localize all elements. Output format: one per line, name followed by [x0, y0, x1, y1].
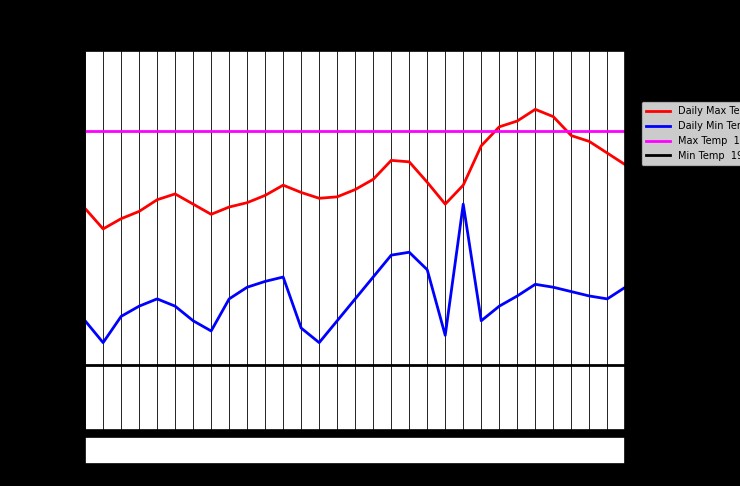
Daily Max Temp: [98, 226, 107, 232]
Daily Min Temp: [135, 303, 144, 309]
Daily Max Temp: [152, 197, 161, 203]
Line: Daily Min Temp: Daily Min Temp: [85, 204, 625, 343]
Daily Max Temp: [243, 200, 252, 206]
Daily Min Temp: [117, 313, 126, 319]
Daily Min Temp: [351, 296, 360, 302]
Daily Min Temp: [189, 318, 198, 324]
Daily Max Temp: [567, 133, 576, 139]
Daily Min Temp: [369, 274, 377, 280]
Daily Min Temp: [279, 274, 288, 280]
Daily Max Temp: [603, 150, 612, 156]
Daily Max Temp: [81, 206, 90, 211]
Daily Min Temp: [260, 278, 269, 284]
Daily Max Temp: [333, 194, 342, 200]
Daily Min Temp: [477, 318, 485, 324]
Daily Max Temp: [279, 182, 288, 188]
Daily Min Temp: [567, 289, 576, 295]
Daily Min Temp: [206, 328, 215, 334]
Daily Max Temp: [314, 195, 323, 201]
Daily Max Temp: [171, 191, 180, 197]
Daily Max Temp: [477, 143, 485, 149]
Daily Min Temp: [98, 340, 107, 346]
Daily Max Temp: [513, 118, 522, 124]
Daily Min Temp: [495, 303, 504, 309]
Daily Min Temp: [333, 318, 342, 324]
Daily Max Temp: [423, 179, 431, 185]
Daily Max Temp: [549, 114, 558, 120]
Daily Max Temp: [206, 211, 215, 217]
Daily Max Temp: [585, 139, 593, 144]
Daily Min Temp: [621, 284, 630, 290]
Daily Max Temp: [621, 162, 630, 168]
Daily Min Temp: [171, 303, 180, 309]
Daily Max Temp: [405, 159, 414, 165]
Max Temp  1960-90: [63, 128, 72, 134]
Daily Max Temp: [459, 182, 468, 188]
Daily Min Temp: [225, 296, 234, 302]
Daily Min Temp: [405, 249, 414, 255]
Daily Min Temp: [387, 252, 396, 258]
Daily Min Temp: [297, 325, 306, 331]
Daily Max Temp: [135, 208, 144, 214]
Daily Min Temp: [423, 267, 431, 273]
Daily Max Temp: [297, 190, 306, 195]
Line: Daily Max Temp: Daily Max Temp: [85, 109, 625, 229]
Daily Max Temp: [189, 201, 198, 207]
Daily Max Temp: [495, 124, 504, 130]
Daily Min Temp: [549, 284, 558, 290]
Daily Max Temp: [225, 204, 234, 210]
Daily Min Temp: [441, 332, 450, 338]
Legend: Daily Max Temp, Daily Min Temp, Max Temp  1960-90, Min Temp  1960-90: Daily Max Temp, Daily Min Temp, Max Temp…: [641, 102, 740, 166]
Daily Max Temp: [351, 187, 360, 192]
Min Temp  1960-90: [63, 362, 72, 367]
Daily Min Temp: [314, 340, 323, 346]
Daily Max Temp: [387, 157, 396, 163]
Daily Min Temp: [603, 296, 612, 302]
Min Temp  1960-90: [81, 362, 90, 367]
Daily Max Temp: [369, 176, 377, 182]
Daily Min Temp: [81, 318, 90, 324]
Daily Max Temp: [117, 216, 126, 222]
Daily Max Temp: [260, 192, 269, 198]
Daily Min Temp: [585, 293, 593, 299]
Daily Min Temp: [459, 201, 468, 207]
Max Temp  1960-90: [81, 128, 90, 134]
Daily Max Temp: [531, 106, 539, 112]
Daily Max Temp: [441, 201, 450, 207]
Daily Min Temp: [531, 281, 539, 287]
Daily Min Temp: [152, 296, 161, 302]
Daily Min Temp: [243, 284, 252, 290]
Daily Min Temp: [513, 293, 522, 299]
